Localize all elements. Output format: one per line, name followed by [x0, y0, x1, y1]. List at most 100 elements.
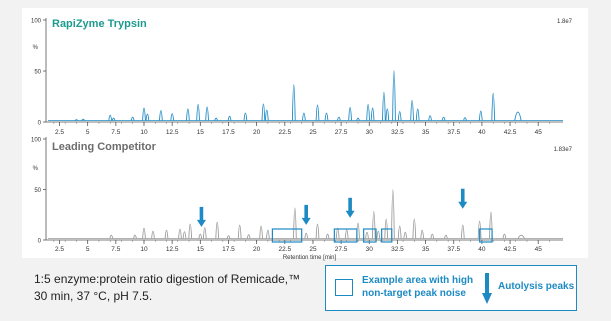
x-tick-label: 32.5	[391, 129, 404, 136]
autolysis-arrow	[345, 197, 355, 218]
x-tick-label: 37.5	[447, 129, 460, 136]
chromatogram-peak	[164, 229, 169, 239]
chromatogram-peak	[196, 103, 200, 121]
autolysis-arrow	[301, 204, 311, 225]
x-tick-label: 27.5	[335, 129, 348, 136]
x-tick-label: 5	[86, 246, 90, 253]
chromatogram-peak	[215, 221, 220, 239]
chromatogram-peak	[81, 118, 85, 121]
chromatogram-peak	[264, 109, 269, 121]
autolysis-arrow-shaft	[304, 204, 308, 219]
chromatogram-peak	[325, 233, 330, 239]
chromatogram-peak	[403, 231, 408, 239]
x-tick-label: 7.5	[111, 246, 120, 253]
chromatogram-peak	[366, 103, 370, 121]
chromatogram-peak	[266, 229, 270, 239]
noise-region-box	[381, 228, 393, 243]
autolysis-arrow-shaft	[348, 197, 352, 212]
intensity-scale-label: 1.8e7	[557, 19, 573, 25]
chromatogram-peak	[142, 227, 146, 239]
caption-line-2: 30 min, 37 °C, pH 7.5.	[34, 289, 153, 303]
chromatogram-peak	[315, 223, 320, 239]
chromatogram-peak	[188, 223, 193, 239]
chromatogram-peak	[178, 228, 182, 239]
chart-panel-1: 0 50 100% 2.5 5 7.5 10 12.5 15 17.5 20 22.5 25 27.5 30…	[31, 18, 573, 136]
autolysis-arrow-head	[345, 210, 355, 218]
x-tick-label: 20	[253, 129, 261, 136]
chromatogram-peak	[397, 225, 402, 239]
y-tick-label: 0	[38, 121, 42, 127]
autolysis-arrow-head	[458, 201, 468, 209]
chromatogram-peak	[202, 227, 207, 239]
x-tick-label: 17.5	[222, 246, 235, 253]
chromatogram-peak	[460, 224, 465, 239]
chromatogram-peak	[304, 232, 309, 239]
chromatogram-peak	[478, 110, 483, 121]
x-tick-label: 45	[535, 246, 543, 253]
autolysis-arrow	[196, 206, 206, 227]
chromatogram-peak	[391, 189, 395, 239]
chromatogram-peak	[397, 111, 402, 121]
chromatogram-peak	[370, 107, 375, 121]
chromatogram-peak	[365, 231, 369, 239]
x-axis-title: Retention time [min]	[283, 255, 337, 261]
noise-region-box	[479, 228, 493, 243]
chromatogram-peak	[130, 116, 135, 121]
x-tick-label: 15	[197, 246, 205, 253]
chromatogram-peak	[385, 108, 390, 121]
chromatogram-peak	[159, 110, 163, 121]
x-tick-label: 40	[478, 129, 486, 136]
x-tick-label: 32.5	[391, 246, 404, 253]
chromatogram-peak	[315, 104, 320, 121]
chromatogram-peak	[441, 116, 446, 121]
chromatogram-peak	[444, 234, 448, 239]
x-tick-label: 25	[309, 129, 317, 136]
x-tick-label: 40	[478, 246, 486, 253]
chromatogram-peak	[243, 112, 248, 121]
y-tick-label: 50	[34, 70, 41, 76]
chromatogram-peak	[324, 112, 329, 121]
autolysis-arrow	[458, 188, 468, 209]
noise-area-legend-line-2: non-target peak noise	[362, 288, 466, 299]
chromatogram-peak	[205, 106, 209, 121]
x-tick-label: 35	[422, 129, 430, 136]
chart-title: Leading Competitor	[52, 141, 157, 153]
chromatogram-peak	[74, 119, 79, 121]
chromatogram-peak	[415, 108, 420, 121]
autolysis-arrow-head	[301, 217, 311, 225]
noise-region-box	[271, 228, 303, 243]
chromatogram-peak	[261, 103, 266, 121]
chromatogram-peak	[246, 234, 251, 239]
chromatogram-peak	[170, 113, 175, 121]
chromatogram-peak	[392, 70, 396, 121]
y-tick-label: 100	[31, 138, 42, 144]
chromatogram-peak	[237, 224, 242, 239]
noise-region-box	[333, 228, 358, 243]
x-tick-label: 35	[422, 246, 430, 253]
autolysis-arrow-head	[196, 219, 206, 227]
chromatogram-peak	[337, 116, 341, 121]
chromatogram-peak	[302, 112, 306, 121]
y-tick-label: 50	[34, 188, 41, 194]
x-tick-label: 2.5	[55, 129, 64, 136]
chromatogram-peak	[182, 231, 187, 239]
chromatogram-peak	[259, 225, 263, 239]
x-tick-label: 22.5	[278, 129, 291, 136]
chromatogram-peak	[142, 107, 146, 121]
chromatogram-peak	[502, 233, 507, 239]
noise-area-legend-line-1: Example area with high	[362, 275, 474, 286]
chromatogram-peak	[382, 92, 386, 121]
chromatogram-peak	[133, 234, 137, 239]
x-tick-label: 25	[309, 246, 317, 253]
x-tick-label: 7.5	[111, 129, 120, 136]
chart-panel-2: 0 50 100% 2.5 5 7.5 10 12.5 15 17.5 20 22.5 25 27.5 30…	[31, 137, 573, 261]
chromatogram-peak	[410, 99, 414, 121]
chromatogram-peak	[291, 84, 296, 121]
y-axis-label: %	[33, 166, 39, 172]
chromatogram-peak	[109, 234, 114, 239]
x-tick-label: 2.5	[55, 246, 64, 253]
x-tick-label: 45	[535, 129, 543, 136]
chromatogram-peak	[428, 115, 432, 121]
chromatogram-peak	[145, 113, 150, 121]
